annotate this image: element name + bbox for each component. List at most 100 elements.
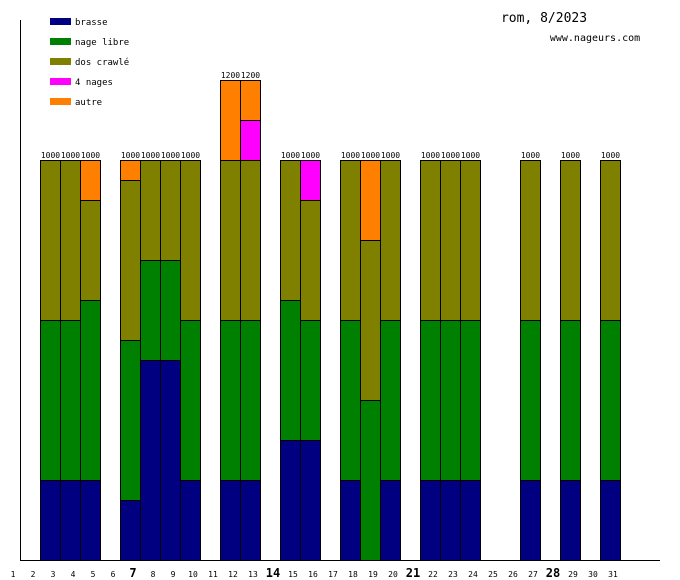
bar-segment-day-28-brasse [560,480,581,561]
bar-segment-day-8-brasse [160,360,181,561]
legend-swatch-brasse [50,18,71,25]
legend-swatch-autre [50,98,71,105]
x-tick-label: 1 [11,570,16,579]
bar-segment-day-18-nage-libre [360,400,381,561]
legend-swatch-4-nages [50,78,71,85]
bar-segment-day-4-brasse [80,480,101,561]
bar-segment-day-14-dos-crawlé [280,160,301,301]
bar-segment-day-23-nage-libre [460,320,481,481]
bar-segment-day-22-brasse [440,480,461,561]
bar-segment-day-4-dos-crawlé [80,200,101,301]
bar-segment-day-3-dos-crawlé [60,160,81,321]
bar-segment-day-11-dos-crawlé [220,160,241,321]
bar-segment-day-23-brasse [460,480,481,561]
bar-segment-day-28-nage-libre [560,320,581,481]
bar-segment-day-30-dos-crawlé [600,160,621,321]
bar-segment-day-26-dos-crawlé [520,160,541,321]
legend-label: brasse [75,18,108,28]
x-tick-label: 29 [568,570,578,579]
bar-segment-day-8-dos-crawlé [160,160,181,261]
bar-segment-day-21-nage-libre [420,320,441,481]
bar-total-label: 1000 [561,151,580,160]
bar-segment-day-17-brasse [340,480,361,561]
bar-total-label: 1000 [41,151,60,160]
x-tick-label: 20 [388,570,398,579]
x-tick-label: 13 [248,570,258,579]
bar-total-label: 1000 [521,151,540,160]
bar-segment-day-19-brasse [380,480,401,561]
bar-total-label: 1200 [241,71,260,80]
bar-total-label: 1000 [601,151,620,160]
bar-segment-day-23-dos-crawlé [460,160,481,321]
bar-segment-day-21-dos-crawlé [420,160,441,321]
x-tick-label: 19 [368,570,378,579]
bar-total-label: 1000 [341,151,360,160]
bar-segment-day-12-nage-libre [240,320,261,481]
x-tick-label: 6 [111,570,116,579]
bar-segment-day-15-dos-crawlé [300,200,321,321]
bar-segment-day-19-nage-libre [380,320,401,481]
legend-swatch-dos-crawlé [50,58,71,65]
x-tick-label: 27 [528,570,538,579]
bar-segment-day-28-dos-crawlé [560,160,581,321]
bar-segment-day-8-nage-libre [160,260,181,361]
x-tick-label: 10 [188,570,198,579]
bar-segment-day-15-brasse [300,440,321,561]
bar-segment-day-15-4-nages [300,160,321,201]
bar-segment-day-7-nage-libre [140,260,161,361]
bar-segment-day-2-brasse [40,480,61,561]
bar-segment-day-14-brasse [280,440,301,561]
x-tick-label: 8 [151,570,156,579]
x-tick-label: 15 [288,570,298,579]
bar-segment-day-2-dos-crawlé [40,160,61,321]
chart-title: rom, 8/2023 [501,11,587,26]
x-tick-label: 31 [608,570,618,579]
bar-total-label: 1000 [281,151,300,160]
bar-segment-day-30-nage-libre [600,320,621,481]
bar-total-label: 1000 [141,151,160,160]
bar-segment-day-9-brasse [180,480,201,561]
bar-segment-day-12-brasse [240,480,261,561]
bar-total-label: 1000 [361,151,380,160]
bar-segment-day-19-dos-crawlé [380,160,401,321]
bar-segment-day-6-brasse [120,500,141,561]
x-tick-label: 14 [266,566,280,580]
bar-segment-day-26-brasse [520,480,541,561]
bar-segment-day-12-4-nages [240,120,261,161]
bar-segment-day-6-dos-crawlé [120,180,141,341]
bar-segment-day-2-nage-libre [40,320,61,481]
bar-segment-day-12-dos-crawlé [240,160,261,321]
bar-segment-day-17-dos-crawlé [340,160,361,321]
legend-label: dos crawlé [75,57,129,68]
bar-segment-day-11-nage-libre [220,320,241,481]
legend-label: 4 nages [75,78,113,88]
bar-segment-day-30-brasse [600,480,621,561]
bar-total-label: 1000 [301,151,320,160]
x-tick-label: 4 [71,570,76,579]
bar-total-label: 1000 [61,151,80,160]
bar-segment-day-18-autre [360,160,381,241]
bar-segment-day-7-dos-crawlé [140,160,161,261]
x-tick-label: 16 [308,570,318,579]
x-tick-label: 2 [31,570,36,579]
legend: brasse nage libre dos crawlé 4 nages autre [50,18,129,108]
x-tick-label: 28 [546,566,560,580]
bar-segment-day-15-nage-libre [300,320,321,441]
bar-segment-day-7-brasse [140,360,161,561]
x-tick-label: 5 [91,570,96,579]
bar-segment-day-21-brasse [420,480,441,561]
bar-total-label: 1000 [441,151,460,160]
bar-total-label: 1000 [121,151,140,160]
x-tick-label: 17 [328,570,338,579]
x-tick-label: 12 [228,570,238,579]
bar-segment-day-9-dos-crawlé [180,160,201,321]
chart-subtitle: www.nageurs.com [550,33,640,44]
bar-segment-day-11-brasse [220,480,241,561]
x-tick-label: 11 [208,570,218,579]
bar-segment-day-18-dos-crawlé [360,240,381,401]
bar-segment-day-6-nage-libre [120,340,141,501]
bar-segment-day-3-brasse [60,480,81,561]
x-tick-label: 7 [129,566,136,580]
bar-segment-day-26-nage-libre [520,320,541,481]
